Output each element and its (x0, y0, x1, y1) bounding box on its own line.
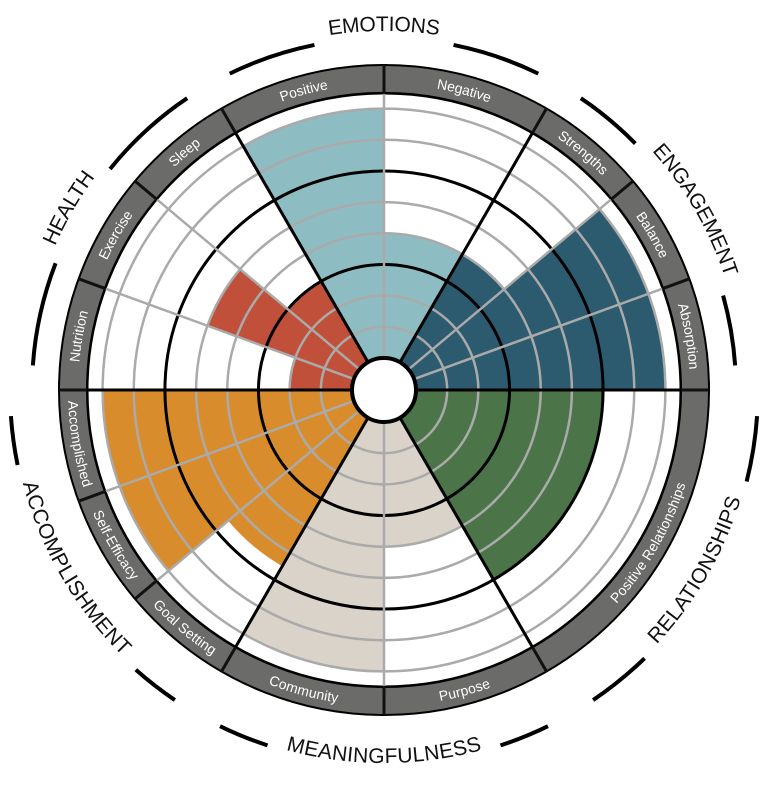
label-divider (78, 490, 106, 503)
domain-arc (228, 42, 315, 76)
sub-spoke (155, 198, 361, 371)
wedge (384, 209, 649, 390)
domain-arc (592, 656, 646, 702)
label-divider (220, 107, 237, 134)
domain-arc (108, 96, 189, 171)
sub-spoke (413, 287, 664, 381)
wedge (119, 390, 384, 571)
domain-arc (744, 415, 760, 483)
domain-arc (8, 415, 20, 466)
domain-label: EMOTIONS (327, 12, 442, 39)
wedge (384, 254, 505, 390)
domain-label-text: HEALTH (38, 166, 98, 248)
label-divider (610, 179, 634, 201)
domain-arc (30, 262, 58, 366)
wedge (207, 269, 384, 390)
sub-spoke (104, 399, 355, 493)
domain-label-text: MEANINGFULNESS (285, 732, 483, 768)
wedge (228, 390, 384, 567)
domain-arc (134, 668, 176, 702)
label-divider (531, 646, 548, 673)
hub (350, 356, 418, 424)
wedge (102, 390, 385, 487)
domain-arc (579, 96, 637, 145)
domain-arc (219, 724, 269, 748)
label-divider (662, 277, 690, 290)
wedge (287, 281, 384, 390)
sub-spoke (104, 287, 355, 381)
sub-spoke (155, 409, 361, 582)
label-divider (78, 277, 106, 290)
sub-spoke (407, 198, 613, 371)
domain-arc (453, 42, 540, 76)
label-divider (220, 646, 237, 673)
domain-label: HEALTH (38, 166, 98, 248)
wedge (384, 233, 463, 390)
label-divider (531, 107, 548, 134)
domain-arc (721, 295, 738, 366)
wedge (384, 293, 666, 390)
domain-arc (499, 724, 549, 748)
domain-label: MEANINGFULNESS (285, 732, 483, 768)
label-divider (134, 579, 158, 601)
label-divider (134, 179, 158, 201)
wedge (384, 390, 604, 580)
domain-spoke (220, 107, 370, 364)
wedge (384, 390, 463, 547)
domain-spoke (398, 107, 548, 364)
domain-label-text: EMOTIONS (327, 12, 442, 39)
domain-spoke (398, 416, 548, 673)
domain-spoke (220, 416, 370, 673)
